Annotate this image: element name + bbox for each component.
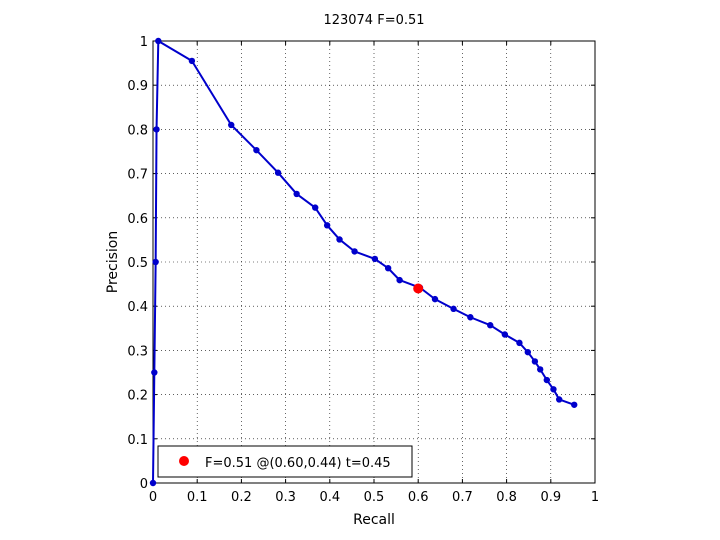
y-tick-label: 0.9: [127, 79, 148, 94]
y-tick-label: 1: [140, 35, 148, 50]
data-point: [516, 339, 523, 347]
best-f-point: [413, 283, 424, 294]
x-tick-label: 0.1: [187, 490, 208, 505]
y-tick-label: 0: [140, 477, 148, 492]
data-point: [149, 479, 157, 487]
y-tick-label: 0.2: [127, 389, 148, 404]
data-point: [153, 126, 160, 133]
data-point: [531, 358, 539, 365]
data-point: [536, 366, 544, 373]
data-point: [450, 305, 457, 313]
data-point: [253, 146, 260, 154]
data-point: [550, 386, 557, 393]
data-point: [487, 322, 494, 329]
x-tick-label: 0.4: [319, 490, 340, 505]
data-point: [543, 376, 551, 384]
series-group: [149, 37, 578, 487]
y-tick-labels: 0 0.1 0.2 0.3 0.4 0.5 0.6 0.7 0.8 0.9 1: [127, 35, 148, 492]
x-tick-label: 0: [149, 490, 157, 505]
x-axis-label: Recall: [353, 512, 395, 528]
legend-marker: [179, 456, 189, 466]
data-point: [188, 57, 196, 65]
data-point: [467, 314, 474, 321]
x-tick-label: 0.3: [275, 490, 296, 505]
legend-box: [157, 445, 413, 478]
y-tick-label: 0.6: [127, 212, 148, 227]
data-point: [371, 255, 379, 263]
data-point: [571, 401, 578, 408]
data-point: [323, 222, 331, 229]
data-point: [152, 258, 159, 266]
chart-title: 123074 F=0.51: [323, 13, 424, 28]
data-point: [336, 236, 343, 243]
data-point: [431, 295, 439, 303]
x-tick-label: 0.8: [496, 490, 517, 505]
y-tick-label: 0.8: [127, 123, 148, 138]
grid-lines: [153, 41, 595, 483]
data-point: [228, 121, 235, 129]
data-point: [274, 169, 282, 176]
x-tick-label: 0.5: [364, 490, 385, 505]
legend: F=0.51 @(0.60,0.44) t=0.45: [157, 445, 413, 478]
x-tick-label: 0.9: [540, 490, 561, 505]
data-point: [351, 248, 358, 255]
y-tick-label: 0.3: [127, 344, 148, 359]
x-tick-label: 1: [591, 490, 599, 505]
y-tick-label: 0.5: [127, 256, 148, 271]
y-tick-label: 0.1: [127, 433, 148, 448]
y-axis-label: Precision: [105, 231, 121, 293]
data-point: [396, 276, 403, 284]
data-point: [384, 264, 392, 272]
x-tick-labels: 0 0.1 0.2 0.3 0.4 0.5 0.6 0.7 0.8 0.9 1: [149, 490, 599, 505]
x-tick-label: 0.6: [408, 490, 429, 505]
data-point: [501, 331, 509, 338]
y-tick-label: 0.4: [127, 300, 148, 315]
data-point: [155, 37, 162, 45]
y-tick-label: 0.7: [127, 168, 148, 183]
data-point: [151, 369, 158, 376]
data-point: [524, 348, 532, 356]
x-tick-label: 0.7: [452, 490, 473, 505]
legend-label: F=0.51 @(0.60,0.44) t=0.45: [205, 456, 391, 471]
data-point: [555, 396, 563, 403]
x-tick-label: 0.2: [231, 490, 252, 505]
data-point: [293, 190, 300, 198]
data-point: [312, 204, 319, 211]
